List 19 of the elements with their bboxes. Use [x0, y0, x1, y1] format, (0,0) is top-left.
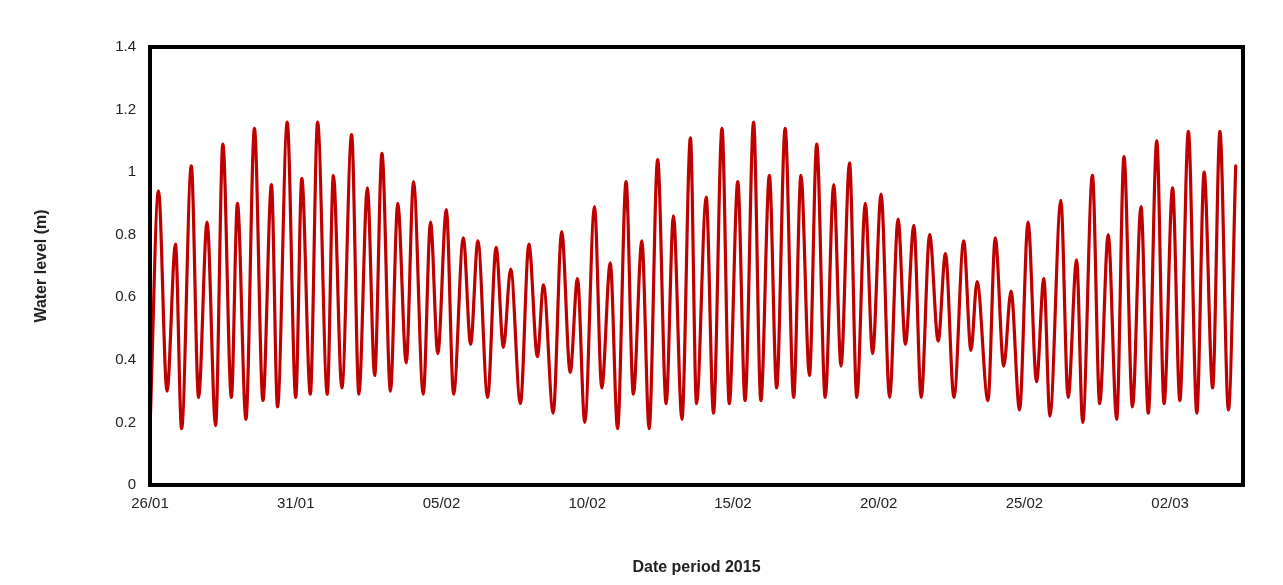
- y-tick-label: 0: [127, 475, 136, 493]
- x-tick-label: 05/02: [422, 494, 461, 512]
- x-tick-label: 25/02: [1005, 494, 1044, 512]
- y-tick-label: 1: [127, 162, 136, 180]
- x-tick-label: 10/02: [568, 494, 606, 512]
- y-tick-label: 0.2: [115, 412, 136, 430]
- x-axis-title: Date period 2015: [632, 557, 761, 575]
- x-tick-label: 31/01: [276, 494, 315, 512]
- line-series: [150, 120, 1238, 431]
- x-tick-label: 02/03: [1151, 494, 1189, 512]
- x-tick-label: 15/02: [714, 494, 752, 512]
- x-tick-label: 26/01: [131, 494, 169, 512]
- y-tick-label: 0.4: [115, 350, 136, 367]
- y-tick-label: 0.6: [115, 287, 136, 305]
- y-axis-title: Water level (m): [32, 209, 50, 323]
- y-tick-label: 0.8: [115, 224, 136, 242]
- y-tick-label: 1.2: [115, 99, 136, 117]
- x-tick-label: 20/02: [859, 494, 898, 512]
- y-tick-label: 1.4: [115, 37, 136, 55]
